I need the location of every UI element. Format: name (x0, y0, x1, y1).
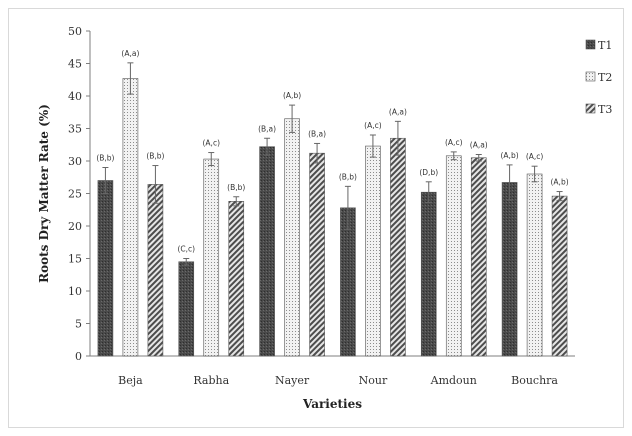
bar-annotation: (A,c) (364, 121, 382, 130)
legend-label-t2: T2 (598, 71, 612, 84)
category-label: Nayer (275, 374, 310, 387)
bar-annotation: (A,a) (121, 49, 139, 58)
bar-t1-amdoun (420, 191, 437, 357)
y-tick-label: 20 (68, 220, 82, 233)
category-label: Beja (118, 374, 143, 387)
bar-t1-nour (340, 207, 356, 357)
bar-annotation: (A,c) (445, 138, 463, 147)
bar-annotation: (B,b) (339, 172, 357, 181)
bar-t3-rabha (228, 201, 245, 357)
bar-annotation: (A,a) (470, 141, 488, 150)
bar-t1-nayer (259, 146, 275, 357)
bar-annotation: (A,b) (283, 91, 301, 100)
bar-annotation: (B,b) (227, 183, 245, 192)
category-label: Bouchra (511, 374, 558, 387)
bar-annotation: (D,b) (419, 168, 438, 177)
bar-t3-amdoun (470, 157, 487, 357)
legend: T1 T2 T3 (585, 39, 612, 116)
bars (97, 78, 568, 357)
bar-annotation: (A,a) (389, 107, 407, 116)
category-label: Rabha (193, 374, 229, 387)
bar-annotation: (A,c) (526, 152, 544, 161)
y-tick-labels: 0 5 10 15 20 25 30 35 40 45 50 (68, 25, 90, 363)
bar-annotation: (A,b) (501, 151, 519, 160)
bar-t1-rabha (178, 261, 195, 357)
y-tick-label: 10 (68, 285, 82, 298)
bar-t3-nour (390, 137, 406, 357)
bar-annotations: (B,b) (A,a) (B,b) (C,c) (A,c) (B,b) (B,a) (A,b)… (96, 49, 568, 254)
y-tick-label: 25 (68, 188, 82, 201)
category-labels: Beja Rabha Nayer Nour Amdoun Bouchra (118, 374, 558, 387)
legend-swatch-t3 (585, 103, 596, 114)
bar-annotation: (B,b) (146, 152, 164, 161)
y-axis-title: Roots Dry Matter Rate (%) (37, 104, 51, 283)
legend-swatch-t1 (585, 39, 596, 50)
bar-t3-bouchra (551, 195, 568, 357)
bar-t3-beja (147, 184, 164, 357)
bar-t2-nour (365, 145, 381, 357)
bar-annotation: (C,c) (177, 245, 195, 254)
category-label: Nour (359, 374, 388, 387)
error-bars (102, 62, 563, 266)
y-tick-label: 35 (68, 123, 82, 136)
legend-label-t1: T1 (598, 39, 612, 52)
y-tick-label: 15 (68, 253, 82, 266)
bar-t1-beja (97, 180, 114, 357)
x-axis-title: Varieties (302, 397, 362, 411)
bar-annotation: (A,c) (203, 139, 221, 148)
bar-t2-amdoun (445, 155, 462, 357)
bar-annotation: (A,b) (551, 178, 569, 187)
legend-swatch-t2 (585, 71, 596, 82)
bar-t3-nayer (309, 152, 325, 357)
bar-t2-beja (122, 78, 139, 357)
bar-annotation: (B,a) (308, 129, 326, 138)
legend-label-t3: T3 (598, 103, 612, 116)
y-tick-label: 0 (75, 350, 82, 363)
y-tick-label: 45 (68, 58, 82, 71)
bar-t1-bouchra (501, 182, 518, 357)
y-tick-label: 30 (68, 155, 82, 168)
bar-annotation: (B,a) (258, 124, 276, 133)
bar-annotation: (B,b) (96, 154, 114, 163)
y-tick-label: 40 (68, 90, 82, 103)
bar-t2-nayer (284, 118, 300, 357)
bar-t2-rabha (203, 158, 220, 357)
y-tick-label: 50 (68, 25, 82, 38)
bar-t2-bouchra (526, 173, 543, 357)
y-tick-label: 5 (75, 318, 82, 331)
category-label: Amdoun (430, 374, 477, 387)
